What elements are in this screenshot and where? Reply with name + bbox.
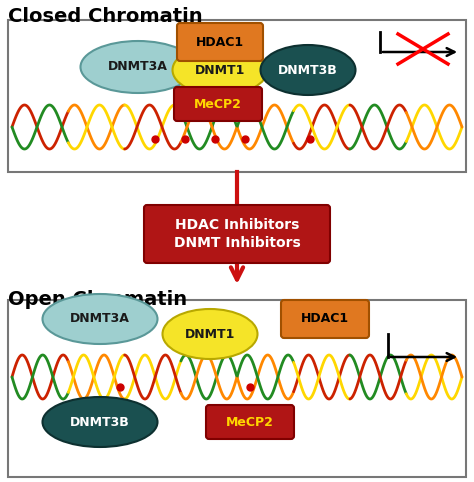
Ellipse shape xyxy=(173,45,267,95)
Ellipse shape xyxy=(43,397,157,447)
Text: HDAC1: HDAC1 xyxy=(196,36,244,49)
Ellipse shape xyxy=(81,41,195,93)
FancyBboxPatch shape xyxy=(177,23,263,61)
Bar xyxy=(8,300,466,477)
Text: DNMT3B: DNMT3B xyxy=(278,64,338,77)
Ellipse shape xyxy=(163,309,257,359)
Text: DNMT3A: DNMT3A xyxy=(70,312,130,325)
Text: HDAC1: HDAC1 xyxy=(301,312,349,325)
Text: MeCP2: MeCP2 xyxy=(226,415,274,428)
FancyBboxPatch shape xyxy=(281,300,369,338)
Text: MeCP2: MeCP2 xyxy=(194,97,242,110)
Text: DNMT1: DNMT1 xyxy=(195,64,245,77)
Text: DNMT3B: DNMT3B xyxy=(70,415,130,428)
Text: Open Chromatin: Open Chromatin xyxy=(8,290,187,309)
Text: DNMT3A: DNMT3A xyxy=(108,61,168,73)
Ellipse shape xyxy=(261,45,356,95)
Text: Closed Chromatin: Closed Chromatin xyxy=(8,7,202,26)
FancyBboxPatch shape xyxy=(206,405,294,439)
FancyBboxPatch shape xyxy=(144,205,330,263)
Ellipse shape xyxy=(43,294,157,344)
Text: HDAC Inhibitors
DNMT Inhibitors: HDAC Inhibitors DNMT Inhibitors xyxy=(173,218,301,250)
Bar xyxy=(8,20,466,172)
FancyBboxPatch shape xyxy=(174,87,262,121)
Text: DNMT1: DNMT1 xyxy=(185,327,235,340)
